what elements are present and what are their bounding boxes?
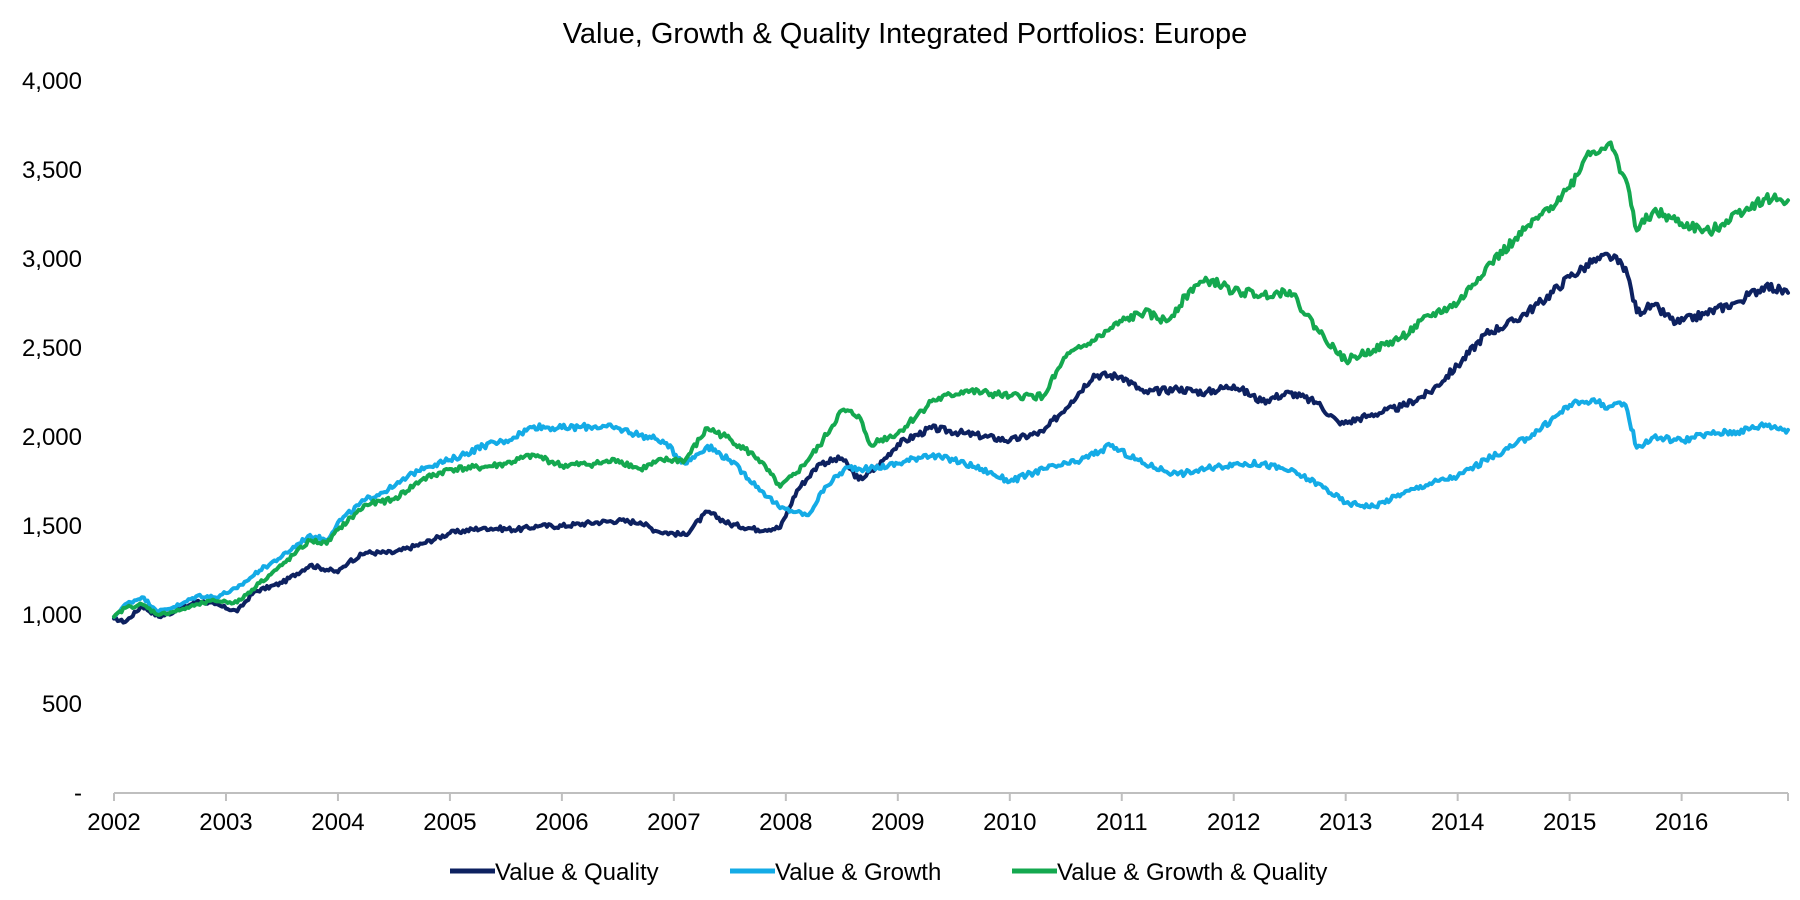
series-line	[112, 140, 1790, 619]
x-tick-label: 2002	[87, 809, 140, 836]
x-tick-label: 2015	[1543, 809, 1596, 836]
legend-label: Value & Growth & Quality	[1057, 859, 1327, 886]
x-tick-label: 2008	[759, 809, 812, 836]
series-layer	[112, 140, 1790, 625]
y-tick-label: 4,000	[22, 68, 82, 95]
chart-title: Value, Growth & Quality Integrated Portf…	[563, 18, 1248, 50]
y-tick-label: 1,500	[22, 513, 82, 540]
x-tick-label: 2016	[1655, 809, 1708, 836]
x-tick-label: 2012	[1207, 809, 1260, 836]
series-line	[112, 251, 1790, 625]
x-tick-label: 2005	[423, 809, 476, 836]
x-tick-label: 2011	[1096, 809, 1148, 836]
y-tick-label: 1,000	[22, 602, 82, 629]
x-tick-label: 2014	[1431, 809, 1484, 836]
y-axis-ticks: - 500 1,000 1,500 2,000 2,500 3,000 3,500 4,000	[22, 68, 82, 807]
x-tick-label: 2003	[199, 809, 252, 836]
y-tick-label: 500	[42, 691, 82, 718]
x-tick-label: 2009	[871, 809, 924, 836]
x-tick-label: 2007	[647, 809, 700, 836]
y-tick-label: 2,500	[22, 335, 82, 362]
y-tick-label: 3,000	[22, 246, 82, 273]
x-tick-label: 2004	[311, 809, 364, 836]
x-tick-label: 2013	[1319, 809, 1372, 836]
legend-label: Value & Growth	[775, 859, 941, 886]
y-tick-label: 3,500	[22, 157, 82, 184]
y-tick-label: 2,000	[22, 424, 82, 451]
x-tick-label: 2010	[983, 809, 1036, 836]
legend: Value & Quality Value & Growth Value & Gro…	[450, 859, 1327, 886]
legend-label: Value & Quality	[495, 859, 659, 886]
y-tick-label: -	[74, 780, 82, 807]
x-tick-label: 2006	[535, 809, 588, 836]
series-line	[112, 397, 1790, 619]
x-axis: 2002 2003 2004 2005 2006 2007 2008 2009 2010 2011…	[87, 792, 1789, 836]
